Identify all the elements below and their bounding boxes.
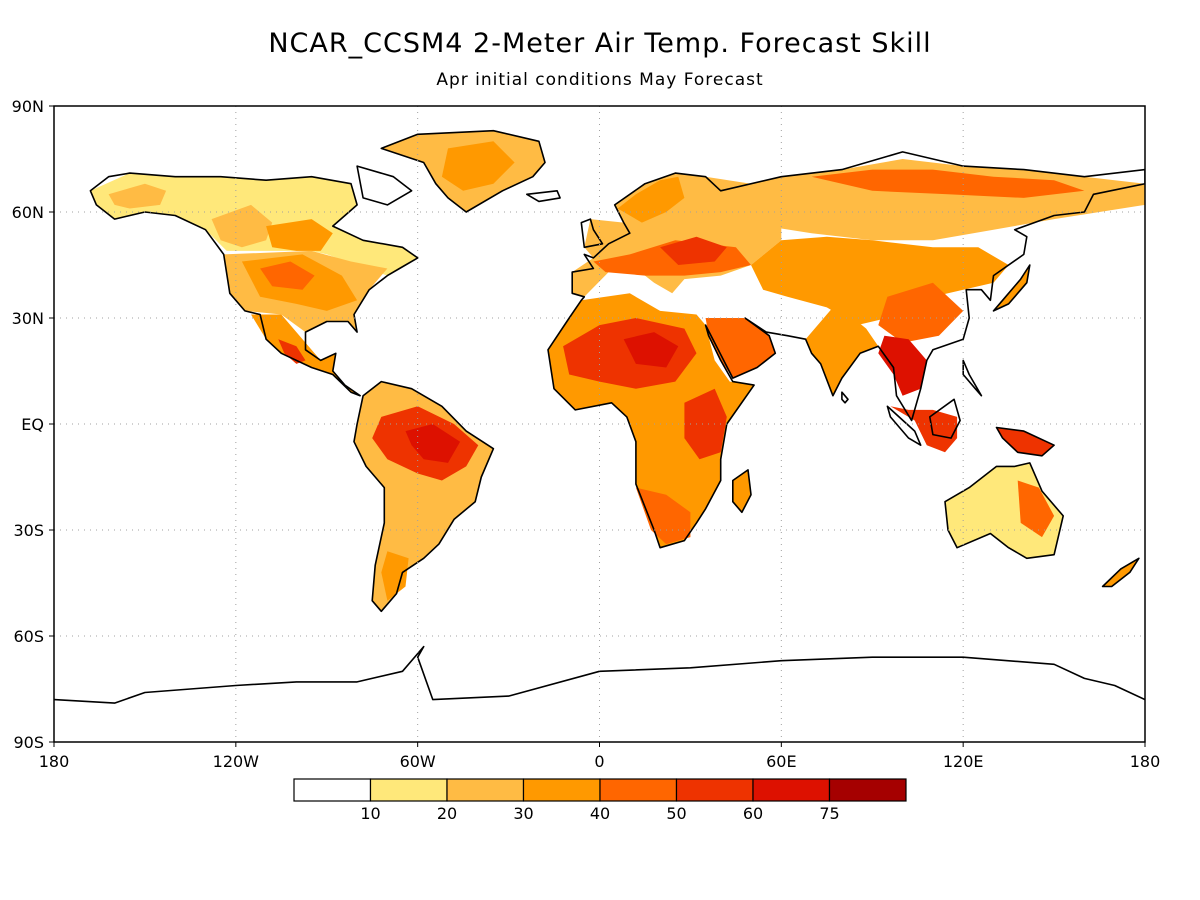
map-title: NCAR_CCSM4 2-Meter Air Temp. Forecast Sk… xyxy=(268,28,932,59)
colorbar-level-label: 10 xyxy=(360,804,380,823)
coastline-iceland-coast xyxy=(525,190,561,203)
colorbar-swatch xyxy=(752,778,831,802)
coastline-australia-coast xyxy=(944,462,1064,560)
colorbar-swatch xyxy=(828,778,907,802)
coastline-south-america-coast xyxy=(353,380,495,613)
skill-region-se-asia xyxy=(878,335,927,396)
skill-region-south-africa xyxy=(635,487,691,545)
skill-region-australia-east xyxy=(1017,480,1055,538)
skill-region-usa-hot xyxy=(260,261,315,290)
coastline-sri-lanka-coast xyxy=(841,391,849,404)
map-subtitle: Apr initial conditions May Forecast xyxy=(436,70,764,90)
colorbar: 10 20 30 40 50 60 75 xyxy=(293,778,907,823)
skill-region-sahara-core xyxy=(623,332,679,368)
skill-region-mexico-central xyxy=(251,314,361,396)
colorbar-level-label: 75 xyxy=(819,804,839,823)
lat-tick-label: EQ xyxy=(21,415,44,434)
coastline-new-guinea-coast xyxy=(995,426,1055,457)
lon-tick-label: 120E xyxy=(943,752,984,771)
coastline-north-america-coast xyxy=(89,172,419,397)
colorbar-swatch xyxy=(369,778,448,802)
coastline-japan-coast xyxy=(992,264,1031,312)
coastline-baffin-coast xyxy=(356,165,413,206)
skill-regions-layer xyxy=(90,130,1145,612)
skill-region-sa-amazon-core xyxy=(405,424,461,463)
colorbar-swatch xyxy=(446,778,525,802)
colorbar-swatch xyxy=(599,778,678,802)
lon-tick-label: 120W xyxy=(213,752,260,771)
skill-region-europe-hot xyxy=(660,236,727,265)
coastline-sumatra-coast xyxy=(886,405,922,447)
skill-region-sahara-hot xyxy=(563,318,697,389)
colorbar-swatch xyxy=(675,778,754,802)
lat-tick-label: 30N xyxy=(12,309,44,328)
gridlines-layer xyxy=(54,106,1145,742)
lat-tick-label: 90N xyxy=(12,97,44,116)
lon-tick-label: 60E xyxy=(766,752,796,771)
lat-tick-label: 60N xyxy=(12,203,44,222)
colorbar-level-label: 20 xyxy=(437,804,457,823)
lon-tick-label: 0 xyxy=(594,752,604,771)
skill-region-china-core xyxy=(878,282,964,343)
lon-tick-label: 180 xyxy=(1130,752,1161,771)
lon-tick-label: 60W xyxy=(400,752,436,771)
colorbar-level-label: 30 xyxy=(513,804,533,823)
colorbar-level-label: 50 xyxy=(666,804,686,823)
lon-tick-label: 180 xyxy=(39,752,70,771)
lat-tick-label: 90S xyxy=(13,733,44,752)
colorbar-level-label: 40 xyxy=(590,804,610,823)
skill-region-greenland-core xyxy=(441,141,515,191)
lat-tick-label: 30S xyxy=(13,521,44,540)
coastline-philippines-coast xyxy=(962,359,983,397)
skill-region-east-africa xyxy=(684,388,727,460)
skill-region-new-guinea xyxy=(996,427,1055,456)
skill-region-canada-west xyxy=(211,204,273,248)
coastline-borneo-coast xyxy=(928,398,961,439)
skill-region-mexico-hot xyxy=(278,339,306,364)
skill-region-scandinavia xyxy=(617,176,685,223)
skill-region-madagascar xyxy=(732,469,751,513)
coastline-greenland-coast xyxy=(380,129,546,213)
coastline-antarctica-coast xyxy=(54,645,1145,704)
coastlines-layer xyxy=(54,129,1145,704)
skill-region-indonesia xyxy=(890,406,958,453)
skill-region-new-zealand xyxy=(1102,558,1139,587)
colorbar-swatch xyxy=(522,778,601,802)
coastline-new-zealand-coast xyxy=(1101,557,1140,588)
coastline-madagascar-coast xyxy=(731,469,752,514)
colorbar-level-label: 60 xyxy=(743,804,763,823)
coastline-eurasia-africa-coast xyxy=(547,151,1145,549)
skill-region-india xyxy=(805,303,879,396)
skill-region-sa-south xyxy=(381,551,409,601)
lat-tick-label: 60S xyxy=(13,627,44,646)
skill-region-alaska-core xyxy=(108,183,167,209)
skill-region-siberia-core xyxy=(811,169,1085,198)
colorbar-swatch xyxy=(293,778,372,802)
skill-region-central-asia xyxy=(751,236,1009,326)
skill-region-canada-central xyxy=(266,219,333,251)
